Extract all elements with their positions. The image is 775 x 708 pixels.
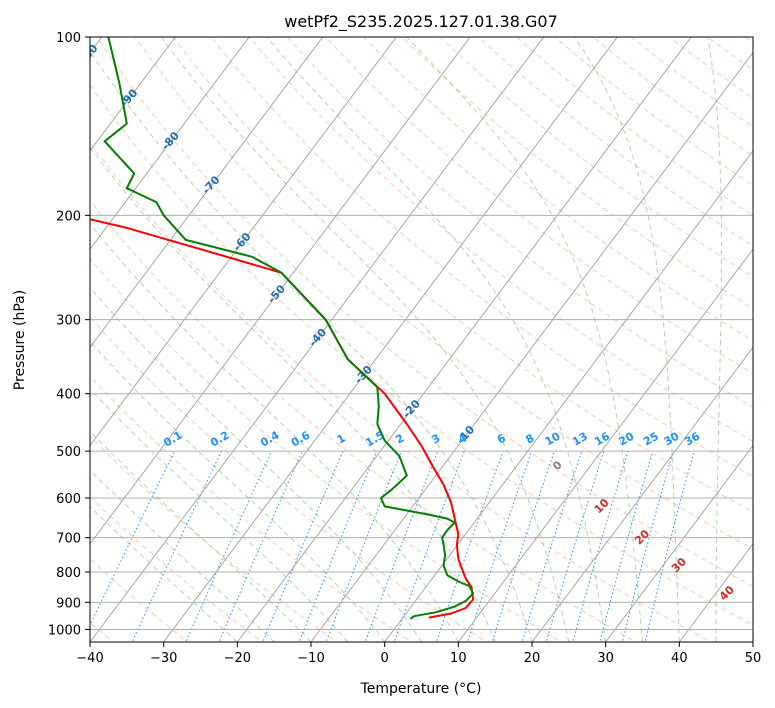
mixing-ratio-line (393, 450, 465, 642)
x-tick-label: −30 (150, 651, 177, 666)
moist-adiabat (406, 37, 643, 642)
moist-adiabat (90, 146, 496, 642)
y-tick-label: 100 (56, 31, 81, 46)
moist-adiabat (90, 50, 533, 642)
x-tick-label: 40 (671, 651, 688, 666)
isotherm-line (90, 37, 324, 349)
isotherm-line (605, 444, 753, 642)
mixing-ratio-line (298, 450, 378, 642)
dry-adiabat (210, 37, 753, 478)
x-tick-label: −40 (76, 651, 103, 666)
dry-adiabat (286, 37, 753, 408)
moist-adiabat (574, 37, 680, 642)
mixing-ratio-line (599, 450, 654, 642)
moist-adiabat (707, 37, 722, 642)
y-tick-label: 200 (56, 209, 81, 224)
mixing-ratio-line (491, 450, 555, 642)
isotherm-line (90, 37, 545, 642)
y-tick-label: 800 (56, 566, 81, 581)
dry-adiabat (172, 37, 753, 513)
isotherm-line (384, 150, 753, 642)
isotherm-label: -100 (72, 42, 100, 71)
y-axis-label: Pressure (hPa) (12, 290, 28, 390)
background-lines (90, 37, 753, 642)
plot-frame (89, 36, 754, 643)
isotherm-line (752, 641, 753, 642)
mixing-ratio-line (644, 450, 695, 642)
isotherm-line (236, 37, 692, 642)
x-tick-label: 0 (381, 651, 389, 666)
isotherm-line (531, 346, 753, 642)
y-axis: 100 200 300 400 500 600 700 800 900 1000 (48, 31, 90, 638)
x-axis: −40 −30 −20 −10 0 10 20 30 40 50 (76, 642, 761, 666)
sounding-profiles (90, 37, 475, 620)
y-tick-label: 700 (56, 532, 81, 547)
pressure-gridlines (90, 37, 753, 630)
chart-title: wetPf2_S235.2025.127.01.38.G07 (284, 12, 558, 32)
mixing-ratio-line (364, 450, 439, 642)
x-tick-label: 30 (597, 651, 614, 666)
dry-adiabat (90, 141, 712, 642)
dewpoint-profile (103, 37, 475, 620)
moist-adiabat (90, 223, 459, 642)
isotherm-line (90, 37, 176, 152)
x-tick-label: 20 (524, 651, 541, 666)
y-tick-label: 400 (56, 388, 81, 403)
moist-adiabat (90, 430, 312, 642)
temperature-profile (90, 218, 475, 619)
mixing-ratio-line (545, 450, 605, 642)
y-tick-label: 500 (56, 445, 81, 460)
isotherm-line (90, 37, 397, 447)
isotherm-line (90, 37, 250, 250)
plot-background (90, 37, 753, 642)
dry-adiabat (90, 83, 753, 626)
y-tick-label: 1000 (48, 623, 81, 638)
mixing-ratio-line (572, 450, 629, 642)
y-tick-label: 300 (56, 314, 81, 329)
x-tick-label: 50 (745, 651, 762, 666)
moist-adiabat (266, 37, 607, 642)
mixing-ratio-line (621, 450, 674, 642)
dry-adiabat (96, 37, 753, 588)
mixing-ratio-line (521, 450, 583, 642)
x-tick-label: −10 (297, 651, 324, 666)
moist-adiabat (90, 340, 386, 642)
isotherm-line (457, 248, 753, 642)
x-tick-label: −20 (224, 651, 251, 666)
mixing-ratio-line (435, 450, 504, 642)
isotherm-line (90, 37, 471, 545)
y-tick-label: 600 (56, 492, 81, 507)
isotherm-line (163, 37, 618, 642)
x-axis-label: Temperature (°C) (360, 681, 482, 697)
y-tick-label: 900 (56, 596, 81, 611)
moist-adiabat (90, 388, 349, 642)
moist-adiabat (90, 469, 275, 642)
dry-adiabat (90, 316, 488, 642)
x-tick-label: 10 (450, 651, 467, 666)
dry-adiabat (363, 37, 753, 342)
isotherm-line (310, 51, 753, 642)
